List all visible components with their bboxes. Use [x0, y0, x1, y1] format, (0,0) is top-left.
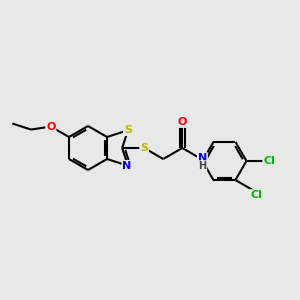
Text: Cl: Cl: [250, 190, 262, 200]
Text: Cl: Cl: [263, 156, 275, 166]
Text: S: S: [140, 143, 148, 153]
Text: N: N: [198, 153, 207, 163]
Text: H: H: [198, 161, 206, 171]
Text: O: O: [46, 122, 56, 131]
Text: O: O: [178, 117, 187, 127]
Text: N: N: [122, 161, 132, 171]
Text: S: S: [124, 125, 132, 135]
